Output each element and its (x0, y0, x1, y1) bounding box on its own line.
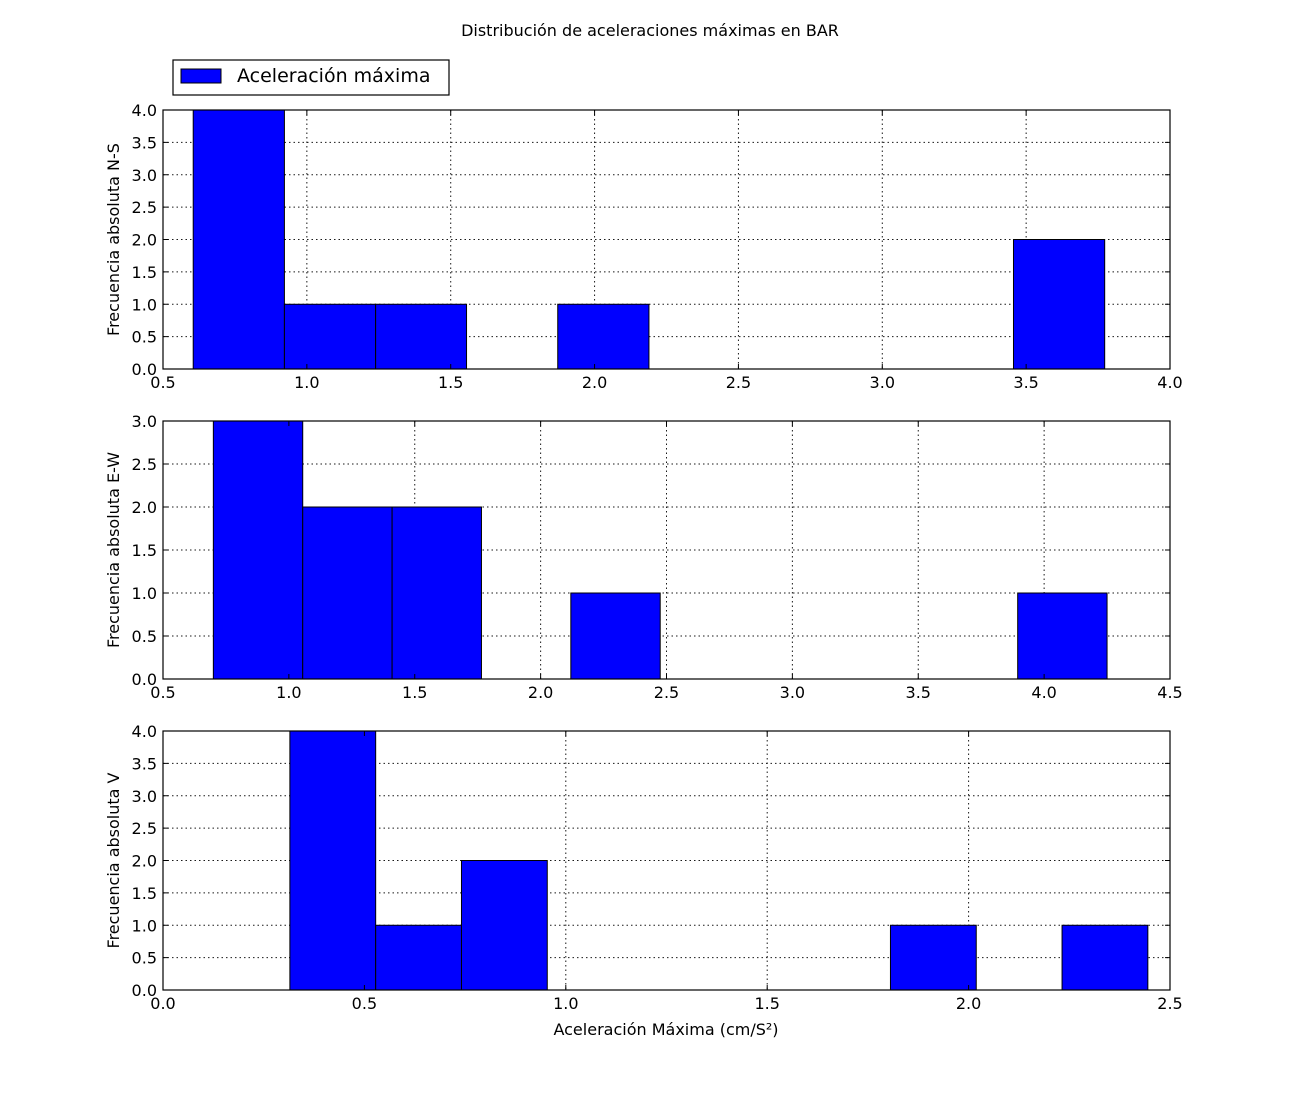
histogram-bar-v (289, 730, 377, 991)
x-tick-label-ns: 2.5 (726, 373, 751, 392)
y-tick-label-v: 3.0 (132, 787, 157, 806)
x-tick-label-v: 1.5 (754, 994, 779, 1013)
y-tick-label-ew: 0.5 (132, 627, 157, 646)
histogram-bar-ew (302, 506, 393, 680)
x-tick-label-v: 1.0 (553, 994, 578, 1013)
x-tick-label-ns: 4.0 (1157, 373, 1182, 392)
histogram-bar-ew (570, 592, 661, 680)
x-tick-label-ew: 2.5 (654, 683, 679, 702)
subplot-ns: 0.5 1.0 1.5 2.0 2.5 3.0 3.5 4.00.00.51.01.52.02… (104, 101, 1183, 392)
y-tick-label-v: 0.5 (132, 949, 157, 968)
x-tick-label-v: 0.5 (352, 994, 377, 1013)
histogram-bar-ew (212, 420, 304, 680)
legend-label: Aceleración máxima (237, 65, 430, 87)
x-tick-label-v: 0.0 (150, 994, 175, 1013)
x-tick-label-ew: 4.5 (1157, 683, 1182, 702)
y-tick-label-ns: 0.5 (132, 328, 157, 347)
x-tick-label-ns: 3.5 (1013, 373, 1038, 392)
y-tick-label-ew: 1.5 (132, 541, 157, 560)
x-axis-label: Aceleración Máxima (cm/S²) (553, 1020, 778, 1039)
y-tick-label-v: 3.5 (132, 754, 157, 773)
y-tick-label-ns: 3.5 (132, 133, 157, 152)
y-tick-label-ew: 0.0 (132, 670, 157, 689)
y-tick-label-ns: 1.0 (132, 295, 157, 314)
y-axis-label-ew: Frecuencia absoluta E-W (104, 452, 123, 648)
x-tick-label-ns: 1.5 (438, 373, 463, 392)
y-tick-label-ns: 4.0 (132, 101, 157, 120)
y-tick-label-ew: 1.0 (132, 584, 157, 603)
x-tick-label-ew: 0.5 (150, 683, 175, 702)
x-tick-label-ew: 1.0 (276, 683, 301, 702)
y-tick-label-v: 2.0 (132, 852, 157, 871)
y-tick-label-v: 1.0 (132, 916, 157, 935)
legend: Aceleración máxima (172, 59, 450, 96)
histogram-bar-ns (283, 303, 377, 370)
histogram-bar-v (889, 924, 977, 991)
x-tick-label-ew: 1.5 (402, 683, 427, 702)
x-tick-label-ns: 3.0 (870, 373, 895, 392)
subplot-ew: 0.5 1.0 1.5 2.0 2.5 3.0 3.5 4.0 4.50.00.51.01.52… (104, 412, 1183, 702)
x-tick-label-ns: 2.0 (582, 373, 607, 392)
x-tick-label-ns: 0.5 (150, 373, 175, 392)
subplot-v: 0.0 0.5 1.0 1.5 2.0 2.5 0.0 0.5 1.0 1.5 2.0 2.5 3.0 3… (104, 722, 1183, 1039)
figure-title: Distribución de aceleraciones máximas en… (461, 21, 839, 40)
y-tick-label-ew: 2.5 (132, 455, 157, 474)
x-tick-label-ew: 3.0 (780, 683, 805, 702)
y-tick-label-ns: 2.0 (132, 231, 157, 250)
y-tick-label-ns: 3.0 (132, 166, 157, 185)
y-tick-label-v: 4.0 (132, 722, 157, 741)
histogram-bar-ns (192, 109, 285, 370)
histogram-bar-ew (1017, 592, 1108, 680)
x-tick-label-v: 2.0 (956, 994, 981, 1013)
histogram-bar-v (460, 860, 548, 991)
y-tick-label-v: 0.0 (132, 981, 157, 1000)
y-tick-label-v: 2.5 (132, 819, 157, 838)
y-tick-label-ew: 2.0 (132, 498, 157, 517)
histogram-bar-ew (391, 506, 482, 680)
histogram-bar-ns (375, 303, 468, 370)
y-tick-label-ew: 3.0 (132, 412, 157, 431)
y-tick-label-ns: 1.5 (132, 263, 157, 282)
histogram-bar-v (1061, 924, 1149, 991)
y-axis-label-v: Frecuencia absoluta V (104, 772, 123, 948)
x-tick-label-v: 2.5 (1157, 994, 1182, 1013)
y-axis-label-ns: Frecuencia absoluta N-S (104, 143, 123, 336)
histogram-bar-ns (557, 303, 650, 370)
histogram-bar-v (375, 924, 462, 991)
x-tick-label-ns: 1.0 (294, 373, 319, 392)
x-tick-label-ew: 4.0 (1031, 683, 1056, 702)
histogram-bar-ns (1012, 239, 1106, 370)
y-tick-label-ns: 0.0 (132, 360, 157, 379)
x-tick-label-ew: 3.5 (906, 683, 931, 702)
x-tick-label-ew: 2.0 (528, 683, 553, 702)
legend-swatch (180, 68, 222, 84)
y-tick-label-v: 1.5 (132, 884, 157, 903)
y-tick-label-ns: 2.5 (132, 198, 157, 217)
